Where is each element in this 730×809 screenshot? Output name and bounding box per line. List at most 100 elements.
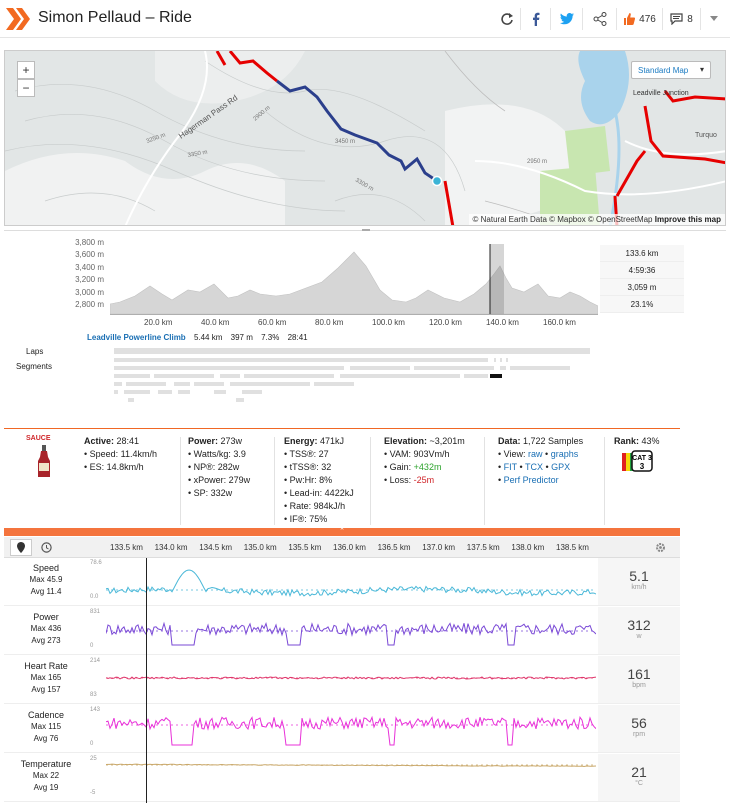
elevation-label: Elevation:: [384, 436, 428, 446]
refresh-icon: [501, 13, 513, 25]
elevation-stats: Elevation: ~3,201m • VAM: 903Vm/h • Gain…: [384, 436, 465, 485]
time-axis-button[interactable]: [34, 539, 58, 556]
view-label: View:: [503, 449, 529, 459]
fit-link[interactable]: FIT: [503, 462, 517, 472]
stream-row: Heart Rate Max 165 Avg 157 214 83 161 bpm: [4, 656, 680, 704]
zoom-out-button[interactable]: −: [17, 79, 35, 97]
map-type-select[interactable]: Standard Map ▾: [631, 61, 711, 79]
comment-count: 8: [687, 13, 693, 25]
stream-unit: °C: [635, 780, 643, 787]
data-label: Data:: [498, 436, 521, 446]
stream-label: Temperature Max 22 Avg 19: [4, 758, 88, 794]
sauce-bottle-icon: [38, 445, 50, 477]
stream-graph[interactable]: [106, 756, 596, 800]
share-button[interactable]: [582, 8, 616, 30]
raw-link[interactable]: raw: [528, 449, 543, 459]
twitter-share-button[interactable]: [550, 8, 582, 30]
active-label: Active:: [84, 436, 115, 446]
elevation-y-tick: 2,800 m: [75, 300, 104, 309]
segments-bars[interactable]: [114, 346, 594, 406]
share-icon: [593, 12, 606, 26]
strava-chevron-logo[interactable]: [6, 8, 32, 30]
segment-name-link[interactable]: Leadville Powerline Climb: [87, 333, 186, 342]
panel-collapse-bar[interactable]: ⌃: [4, 528, 680, 536]
laps-label: Laps: [26, 347, 44, 356]
stream-max: Max 165: [30, 673, 62, 682]
elevation-x-tick: 20.0 km: [144, 318, 173, 327]
refresh-button[interactable]: [494, 8, 520, 30]
timeline-tick: 135.5 km: [288, 543, 322, 552]
energy-item: IF®: 75%: [289, 514, 328, 524]
stream-unit: km/h: [631, 584, 647, 591]
location-pin-button[interactable]: [10, 539, 32, 556]
stream-value: 21: [631, 764, 647, 780]
position-marker: [431, 175, 443, 187]
stream-value: 5.1: [629, 568, 649, 584]
more-actions-button[interactable]: [700, 8, 726, 30]
energy-value: 471kJ: [320, 436, 345, 446]
stream-avg: Avg 76: [33, 734, 59, 743]
stream-line: [106, 715, 596, 746]
improve-map-link[interactable]: Improve this map: [654, 215, 721, 224]
elevation-x-tick: 100.0 km: [372, 318, 405, 327]
timeline-tick: 135.0 km: [243, 543, 277, 552]
active-es: ES: 14.8km/h: [89, 462, 144, 472]
stream-max: Max 436: [30, 624, 62, 633]
stream-line: [106, 569, 596, 598]
rank-value: 43%: [641, 436, 660, 446]
route-map[interactable]: Hagerman Pass Rd Leadville Junction Turq…: [4, 50, 726, 226]
elevation-x-tick: 40.0 km: [201, 318, 230, 327]
stream-scale-bottom: 0: [90, 741, 94, 747]
comment-icon: [670, 13, 683, 25]
gpx-link[interactable]: GPX: [551, 462, 571, 472]
contour-label: 2950 m: [527, 159, 547, 165]
loss-value: -25m: [413, 475, 435, 485]
segments-label: Segments: [16, 362, 53, 371]
loss-label: Loss:: [389, 475, 414, 485]
timeline-tick: 137.5 km: [466, 543, 500, 552]
stream-unit: w: [636, 633, 642, 640]
stream-scale-bottom: 0: [90, 643, 94, 649]
stream-current-value: 21 °C: [598, 754, 680, 801]
elevation-value: ~3,201m: [429, 436, 465, 446]
stream-line: [106, 676, 596, 680]
stream-name: Power: [33, 612, 59, 622]
map-resize-handle[interactable]: [4, 229, 726, 234]
place-label: Leadville Junction: [633, 90, 689, 97]
sauce-label: SAUCE: [26, 435, 51, 442]
perf-predictor-link[interactable]: Perf Predictor: [503, 475, 559, 485]
stream-value: 161: [627, 666, 651, 682]
zoom-in-button[interactable]: +: [17, 61, 35, 79]
selected-segment-bar: [490, 374, 502, 378]
tcx-link[interactable]: TCX: [525, 462, 543, 472]
header: Simon Pellaud – Ride 476 8: [0, 0, 730, 38]
timeline-tick: 136.5 km: [377, 543, 411, 552]
stream-graph[interactable]: [106, 658, 596, 702]
energy-item: tTSS®: 32: [289, 462, 332, 472]
cat3-badge-icon: CAT 3 3: [622, 450, 653, 472]
sauce-stats-panel: SAUCE Active: 28:41 • Speed: 11.4km/h • …: [4, 428, 680, 528]
elevation-profile-chart[interactable]: [110, 244, 598, 328]
elevation-y-tick: 3,000 m: [75, 287, 104, 297]
rank-label: Rank:: [614, 436, 640, 446]
settings-button[interactable]: [650, 539, 670, 556]
stream-graph[interactable]: [106, 560, 596, 604]
stream-max: Max 22: [32, 771, 60, 780]
stream-scale-top: 214: [90, 658, 101, 664]
stream-graph[interactable]: [106, 609, 596, 653]
facebook-share-button[interactable]: [520, 8, 550, 30]
comments-button[interactable]: 8: [662, 8, 700, 30]
map-attribution: © Natural Earth Data © Mapbox © OpenStre…: [468, 214, 725, 225]
elevation-x-tick: 80.0 km: [315, 318, 344, 327]
gain-label: Gain:: [389, 462, 414, 472]
elevation-x-tick: 160.0 km: [543, 318, 576, 327]
stream-label: Cadence Max 115 Avg 76: [4, 709, 88, 745]
energy-item: Pw:Hr: 8%: [289, 475, 333, 485]
kudos-button[interactable]: 476: [616, 8, 662, 30]
map-canvas[interactable]: Hagerman Pass Rd Leadville Junction Turq…: [5, 51, 726, 226]
place-label-turquoise: Turquo: [695, 132, 717, 139]
graphs-link[interactable]: graphs: [550, 449, 579, 459]
stream-graph[interactable]: [106, 707, 596, 751]
stream-value: 312: [627, 617, 651, 633]
stream-avg: Avg 157: [31, 685, 61, 694]
